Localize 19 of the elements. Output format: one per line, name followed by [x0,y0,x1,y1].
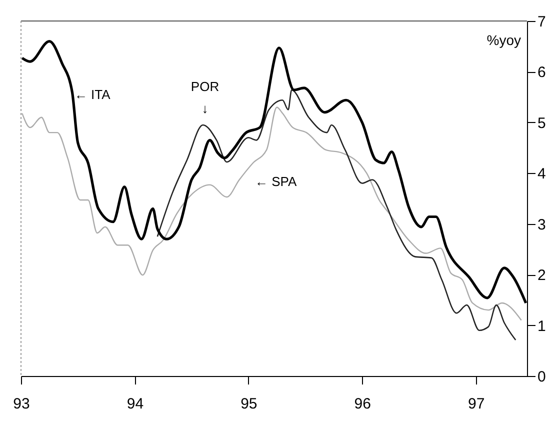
x-tick-label: 93 [13,396,30,412]
y-tick-label: 0 [538,368,546,386]
line-series [22,106,522,321]
annotation: ← SPA [255,174,297,189]
annotation: ← ITA [74,87,111,102]
y-tick-label: 6 [538,64,546,82]
x-tick-label: 97 [468,396,485,412]
x-tick-label: 94 [126,396,144,412]
y-tick-label: 5 [538,114,546,132]
y-tick-label: 4 [538,166,546,183]
y-axis-title: %yoy [486,32,521,48]
y-tick-label: 3 [538,216,546,234]
y-tick-label: 2 [538,267,546,284]
x-tick-label: 96 [354,396,371,412]
x-tick-label: 95 [240,396,258,412]
y-tick-label: 1 [538,318,546,335]
annotation: POR [190,79,220,94]
annotation: ↓ [202,101,208,116]
y-tick-label: 7 [538,14,546,30]
